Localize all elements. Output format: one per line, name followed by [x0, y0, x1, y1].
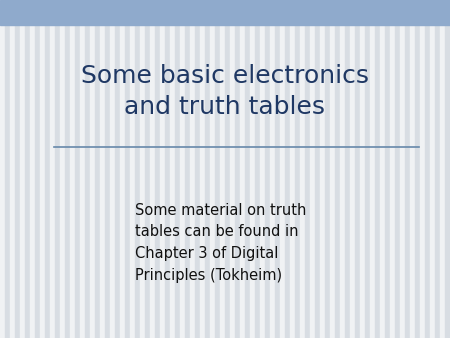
Bar: [420, 0, 425, 338]
Bar: [40, 0, 45, 338]
Bar: [310, 0, 315, 338]
Bar: [245, 0, 250, 338]
Bar: [350, 0, 355, 338]
Bar: [385, 0, 390, 338]
Bar: [410, 0, 415, 338]
Bar: [395, 0, 400, 338]
Bar: [285, 0, 290, 338]
Bar: [375, 0, 380, 338]
Bar: [190, 0, 195, 338]
Bar: [70, 0, 75, 338]
Bar: [60, 0, 65, 338]
Bar: [155, 0, 160, 338]
Bar: [360, 0, 365, 338]
Bar: [5, 0, 10, 338]
Bar: [255, 0, 260, 338]
Bar: [95, 0, 100, 338]
Bar: [135, 0, 140, 338]
Bar: [235, 0, 240, 338]
Bar: [45, 0, 50, 338]
Bar: [160, 0, 165, 338]
Text: Some basic electronics
and truth tables: Some basic electronics and truth tables: [81, 64, 369, 119]
Bar: [295, 0, 300, 338]
Bar: [35, 0, 40, 338]
Bar: [205, 0, 210, 338]
Bar: [365, 0, 370, 338]
Bar: [85, 0, 90, 338]
Bar: [405, 0, 410, 338]
Bar: [335, 0, 340, 338]
Bar: [230, 0, 235, 338]
Bar: [325, 0, 330, 338]
Bar: [265, 0, 270, 338]
Bar: [275, 0, 280, 338]
Bar: [345, 0, 350, 338]
Bar: [200, 0, 205, 338]
Bar: [380, 0, 385, 338]
Text: Some material on truth
tables can be found in
Chapter 3 of Digital
Principles (T: Some material on truth tables can be fou…: [135, 203, 306, 283]
Bar: [10, 0, 15, 338]
Bar: [445, 0, 450, 338]
Bar: [425, 0, 430, 338]
Bar: [250, 0, 255, 338]
Bar: [195, 0, 200, 338]
Bar: [435, 0, 440, 338]
Bar: [370, 0, 375, 338]
Bar: [125, 0, 130, 338]
Bar: [305, 0, 310, 338]
Bar: [90, 0, 95, 338]
Bar: [170, 0, 175, 338]
Bar: [240, 0, 245, 338]
Bar: [100, 0, 105, 338]
Bar: [315, 0, 320, 338]
Bar: [330, 0, 335, 338]
Bar: [340, 0, 345, 338]
Bar: [270, 0, 275, 338]
Bar: [185, 0, 190, 338]
Bar: [180, 0, 185, 338]
Bar: [15, 0, 20, 338]
Bar: [415, 0, 420, 338]
Bar: [145, 0, 150, 338]
Bar: [110, 0, 115, 338]
Bar: [20, 0, 25, 338]
Bar: [30, 0, 35, 338]
Bar: [300, 0, 305, 338]
Bar: [25, 0, 30, 338]
Bar: [430, 0, 435, 338]
Bar: [115, 0, 120, 338]
Bar: [175, 0, 180, 338]
Bar: [390, 0, 395, 338]
Bar: [260, 0, 265, 338]
Bar: [120, 0, 125, 338]
Bar: [280, 0, 285, 338]
Bar: [220, 0, 225, 338]
Bar: [440, 0, 445, 338]
Bar: [105, 0, 110, 338]
Bar: [75, 0, 80, 338]
Bar: [150, 0, 155, 338]
Bar: [130, 0, 135, 338]
Bar: [140, 0, 145, 338]
Bar: [225, 0, 230, 338]
Bar: [165, 0, 170, 338]
Bar: [0, 0, 450, 25]
Bar: [0, 0, 5, 338]
Bar: [355, 0, 360, 338]
Bar: [55, 0, 60, 338]
Bar: [50, 0, 55, 338]
Bar: [215, 0, 220, 338]
Bar: [400, 0, 405, 338]
Bar: [320, 0, 325, 338]
Bar: [80, 0, 85, 338]
Bar: [65, 0, 70, 338]
Bar: [210, 0, 215, 338]
Bar: [290, 0, 295, 338]
